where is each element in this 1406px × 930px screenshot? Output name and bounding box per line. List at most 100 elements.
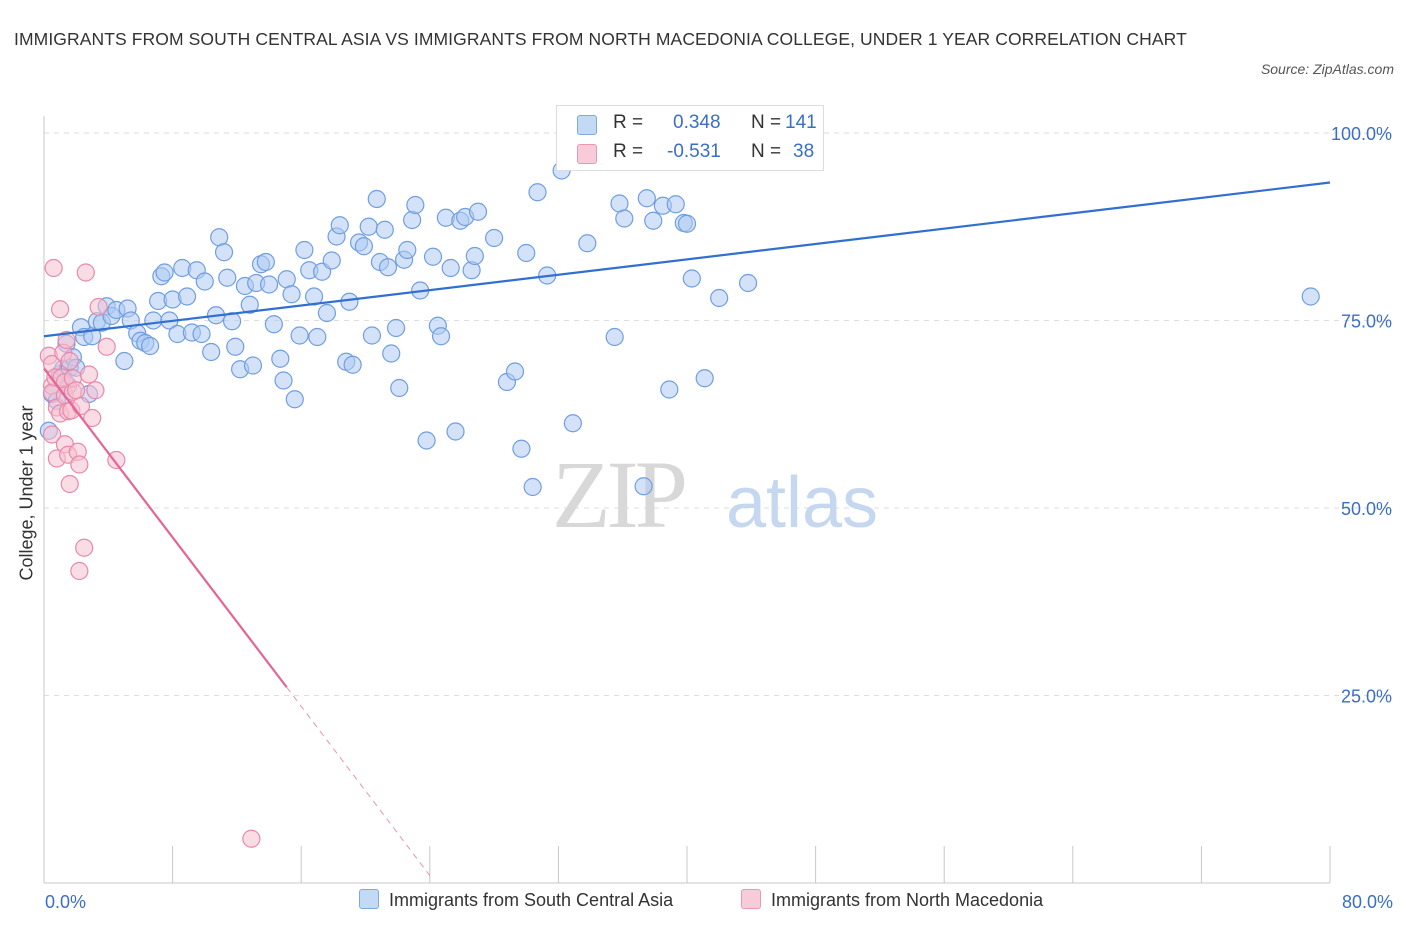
data-point-south-central-asia [144, 311, 163, 330]
data-point-north-macedonia [42, 425, 62, 444]
n-label: N = [751, 141, 782, 162]
data-point-south-central-asia [271, 349, 290, 368]
data-point-south-central-asia [375, 220, 394, 239]
data-point-south-central-asia [644, 211, 663, 230]
data-point-south-central-asia [282, 285, 301, 304]
data-point-south-central-asia [677, 214, 697, 233]
stats-legend: R = 0.348 N = 141 R = -0.531 N = 38 [556, 105, 824, 171]
data-point-south-central-asia [398, 240, 417, 260]
data-point-south-central-asia [523, 477, 542, 497]
y-tick-label: 75.0% [1341, 312, 1392, 332]
data-point-north-macedonia [70, 561, 89, 581]
data-point-north-macedonia [44, 258, 63, 278]
data-point-south-central-asia [290, 326, 309, 345]
legend-item-north-macedonia: Immigrants from North Macedonia [741, 889, 1043, 911]
data-point-south-central-asia [660, 380, 679, 399]
x-tick-label: 80.0% [1342, 892, 1393, 912]
data-point-south-central-asia [218, 268, 237, 287]
data-point-south-central-asia [406, 195, 425, 215]
data-point-north-macedonia [79, 365, 99, 384]
data-point-south-central-asia [214, 243, 234, 262]
data-point-south-central-asia [710, 288, 729, 308]
data-point-south-central-asia [682, 269, 701, 288]
legend-label: Immigrants from South Central Asia [389, 890, 674, 910]
data-point-north-macedonia [83, 408, 102, 428]
data-point-south-central-asia [264, 315, 283, 334]
data-point-south-central-asia [634, 477, 653, 496]
y-tick-label: 50.0% [1341, 499, 1392, 519]
data-point-south-central-asia [423, 247, 443, 266]
data-point-south-central-asia [243, 356, 263, 375]
r-label: R = [613, 112, 644, 133]
x-tick-label: 0.0% [45, 892, 86, 912]
data-point-south-central-asia [343, 355, 362, 374]
n-label: N = [751, 112, 782, 133]
data-point-south-central-asia [308, 327, 327, 347]
data-point-south-central-asia [259, 275, 279, 294]
data-point-south-central-asia [431, 327, 451, 346]
data-point-south-central-asia [637, 189, 656, 208]
trend-line-south-central-asia [43, 181, 1331, 338]
y-axis-label: College, Under 1 year [16, 405, 37, 581]
watermark: ZIP atlas [552, 441, 878, 548]
data-point-north-macedonia [76, 263, 95, 282]
data-point-south-central-asia [505, 362, 525, 381]
data-point-south-central-asia [317, 303, 337, 323]
legend-label: Immigrants from North Macedonia [771, 890, 1044, 910]
data-point-south-central-asia [378, 258, 398, 277]
r-value: 0.348 [673, 112, 721, 133]
data-point-north-macedonia [107, 450, 126, 470]
axes [43, 116, 1331, 884]
data-point-south-central-asia [195, 272, 214, 291]
data-point-south-central-asia [738, 273, 758, 293]
r-label: R = [613, 141, 644, 162]
data-point-south-central-asia [322, 251, 341, 270]
data-point-south-central-asia [528, 183, 547, 202]
data-point-north-macedonia [97, 337, 116, 356]
data-point-north-macedonia [50, 300, 70, 319]
n-value: 38 [793, 141, 815, 162]
data-point-south-central-asia [362, 326, 382, 345]
trend-line-north-macedonia-extension [286, 686, 431, 876]
data-point-south-central-asia [295, 240, 314, 260]
data-point-south-central-asia [666, 195, 685, 214]
data-point-south-central-asia [465, 246, 484, 266]
data-point-south-central-asia [274, 371, 293, 390]
legend-swatch-pink [741, 889, 761, 909]
data-point-north-macedonia [67, 381, 86, 400]
y-tick-label: 25.0% [1341, 687, 1392, 707]
data-point-north-macedonia [242, 829, 261, 848]
series-north-macedonia [39, 258, 261, 848]
y-tick-label: 100.0% [1331, 124, 1392, 144]
data-point-north-macedonia [89, 297, 108, 317]
data-point-south-central-asia [615, 209, 634, 228]
data-point-south-central-asia [417, 431, 436, 450]
data-point-south-central-asia [468, 202, 488, 221]
trend-lines [43, 181, 1331, 876]
n-value: 141 [785, 112, 817, 133]
legend-swatch-pink [577, 144, 597, 164]
data-point-south-central-asia [1301, 287, 1320, 306]
data-point-south-central-asia [563, 414, 582, 433]
data-point-south-central-asia [192, 324, 211, 344]
data-point-south-central-asia [446, 422, 465, 441]
legend-item-south-central-asia: Immigrants from South Central Asia [359, 889, 673, 911]
data-point-south-central-asia [285, 390, 304, 409]
data-point-south-central-asia [382, 344, 401, 363]
data-point-south-central-asia [240, 295, 259, 314]
data-point-north-macedonia [75, 538, 94, 557]
data-point-south-central-asia [202, 342, 221, 362]
data-point-north-macedonia [70, 455, 89, 474]
data-point-south-central-asia [441, 258, 460, 278]
data-point-south-central-asia [330, 216, 349, 235]
data-point-south-central-asia [610, 194, 629, 213]
data-point-south-central-asia [386, 318, 406, 338]
data-point-north-macedonia [60, 351, 79, 371]
data-point-south-central-asia [277, 270, 296, 289]
data-point-south-central-asia [605, 327, 624, 347]
watermark-zip: ZIP [552, 441, 685, 548]
data-point-south-central-asia [340, 292, 359, 311]
legend-swatch-blue [577, 115, 597, 135]
watermark-atlas: atlas [726, 463, 878, 543]
data-point-south-central-asia [210, 228, 229, 247]
